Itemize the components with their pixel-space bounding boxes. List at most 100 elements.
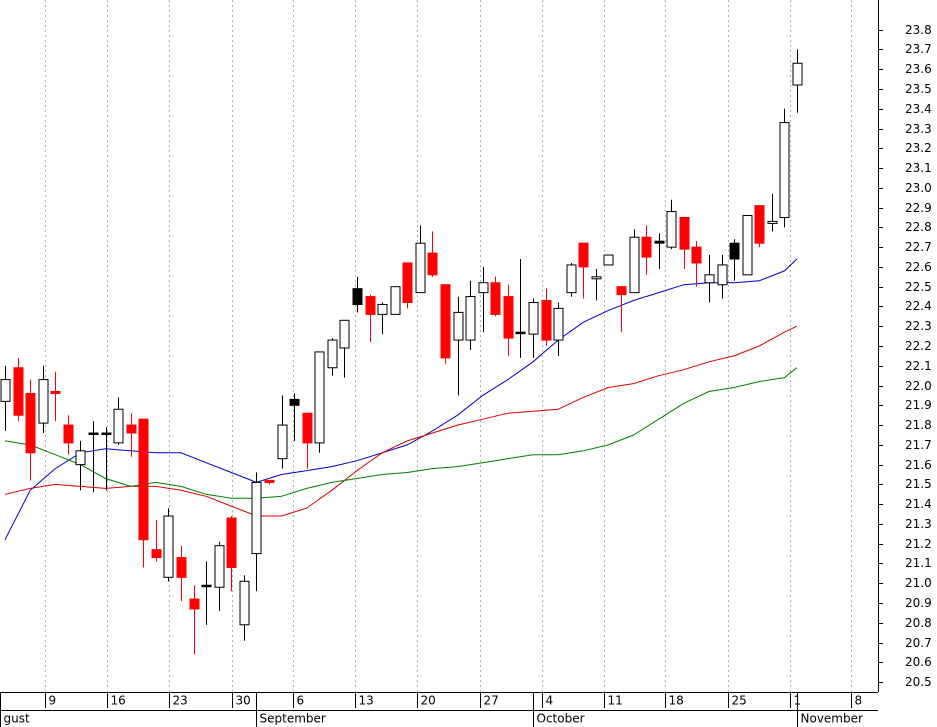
candle-body: [239, 580, 250, 626]
y-tick-label: 20.6: [905, 655, 932, 669]
x-tick-label: 20: [421, 694, 436, 708]
y-tick-label: 23.2: [905, 141, 932, 155]
candle-body: [176, 557, 187, 578]
y-tick-label: 21.1: [905, 556, 932, 570]
candle-body: [792, 62, 803, 86]
y-tick-label: 20.7: [905, 636, 932, 650]
candle-body: [339, 319, 350, 349]
candle-body: [289, 398, 300, 406]
candle-body: [214, 545, 225, 588]
candle-body: [478, 282, 489, 294]
candle-body: [541, 300, 552, 341]
candle-body: [629, 236, 640, 294]
y-tick-label: 20.5: [905, 675, 932, 689]
x-tick-label: 25: [732, 694, 747, 708]
month-label: November: [801, 712, 863, 726]
candle-body: [38, 379, 49, 424]
candle-body: [75, 450, 86, 466]
candle-body: [704, 274, 715, 284]
candle-body: [163, 515, 174, 578]
month-label: October: [537, 712, 585, 726]
candle-body: [742, 215, 753, 276]
candle-body: [591, 276, 602, 280]
grid-layer: [45, 0, 852, 692]
y-tick-label: 22.8: [905, 220, 932, 234]
y-tick-label: 23.6: [905, 62, 932, 76]
candle-body: [729, 242, 740, 260]
y-tick-label: 21.9: [905, 398, 932, 412]
candle-body: [767, 220, 778, 224]
y-tick-label: 21.6: [905, 458, 932, 472]
candle-body: [390, 286, 401, 315]
x-tick-label: 18: [669, 694, 684, 708]
y-tick-label: 23.3: [905, 122, 932, 136]
candle-body: [302, 412, 313, 444]
candle-body: [717, 264, 728, 286]
candle-body: [415, 242, 426, 294]
x-tick-label: 4: [546, 694, 554, 708]
y-tick-label: 21.7: [905, 438, 932, 452]
x-tick-label: 9: [49, 694, 57, 708]
candle-body: [553, 307, 564, 341]
month-label: September: [260, 712, 326, 726]
candle-body: [365, 296, 376, 315]
candle-body: [314, 351, 325, 444]
candle-body: [616, 286, 627, 296]
y-tick-label: 21.0: [905, 576, 932, 590]
candle-body: [440, 284, 451, 359]
y-tick-label: 22.7: [905, 240, 932, 254]
y-tick-label: 23.8: [905, 23, 932, 37]
candles-layer: [0, 49, 803, 655]
candle-body: [151, 549, 162, 559]
x-tick-label: 13: [359, 694, 374, 708]
candle-body: [63, 424, 74, 444]
y-tick-label: 22.2: [905, 339, 932, 353]
candle-body: [578, 242, 589, 268]
candle-body: [691, 246, 702, 264]
y-tick-label: 23.1: [905, 161, 932, 175]
y-tick-label: 21.8: [905, 418, 932, 432]
candle-body: [50, 390, 61, 394]
candle-body: [101, 432, 112, 435]
candle-body: [264, 479, 275, 483]
candle-body: [515, 331, 526, 335]
y-tick-label: 21.4: [905, 497, 932, 511]
candle-body: [226, 517, 237, 568]
x-tick-label: 6: [297, 694, 305, 708]
x-tick-label: 8: [855, 694, 863, 708]
candle-body: [453, 311, 464, 341]
candle-body: [779, 122, 790, 218]
candle-body: [352, 288, 363, 305]
x-tick-label: 27: [484, 694, 499, 708]
y-tick-label: 23.0: [905, 181, 932, 195]
candle-body: [654, 240, 665, 244]
candle-body: [465, 296, 476, 341]
x-tick-label: 30: [236, 694, 251, 708]
candle-body: [277, 424, 288, 460]
y-tick-label: 21.2: [905, 537, 932, 551]
y-tick-label: 22.6: [905, 260, 932, 274]
candle-body: [754, 205, 765, 244]
candle-body: [13, 367, 24, 416]
y-tick-label: 23.4: [905, 102, 932, 116]
candle-body: [201, 584, 212, 588]
candle-body: [603, 254, 614, 266]
candle-body: [25, 392, 36, 454]
x-tick-label: 16: [111, 694, 126, 708]
candle-body: [679, 216, 690, 250]
candle-body: [666, 211, 677, 248]
y-tick-label: 20.9: [905, 596, 932, 610]
candle-body: [490, 282, 501, 315]
y-tick-label: 21.3: [905, 517, 932, 531]
candle-body: [503, 296, 514, 339]
y-tick-label: 22.0: [905, 379, 932, 393]
x-tick-label: 11: [608, 694, 623, 708]
candle-body: [566, 264, 577, 294]
y-tick-label: 20.8: [905, 616, 932, 630]
candle-body: [189, 598, 200, 610]
y-tick-label: 22.5: [905, 280, 932, 294]
candle-body: [427, 252, 438, 276]
